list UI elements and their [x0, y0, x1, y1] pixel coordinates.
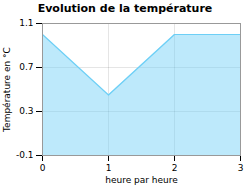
svg-text:1: 1	[106, 163, 112, 173]
svg-text:-0.1: -0.1	[16, 150, 34, 160]
svg-text:2: 2	[172, 163, 178, 173]
svg-text:0: 0	[40, 163, 46, 173]
svg-text:0.3: 0.3	[19, 106, 33, 116]
svg-text:Température en °C: Température en °C	[2, 47, 12, 133]
svg-text:3: 3	[238, 163, 244, 173]
svg-text:heure par heure: heure par heure	[105, 175, 178, 185]
svg-text:0.7: 0.7	[19, 62, 33, 72]
html-text:Evolution de la température: Evolution de la température	[37, 2, 213, 15]
svg-text:1.1: 1.1	[19, 18, 33, 28]
